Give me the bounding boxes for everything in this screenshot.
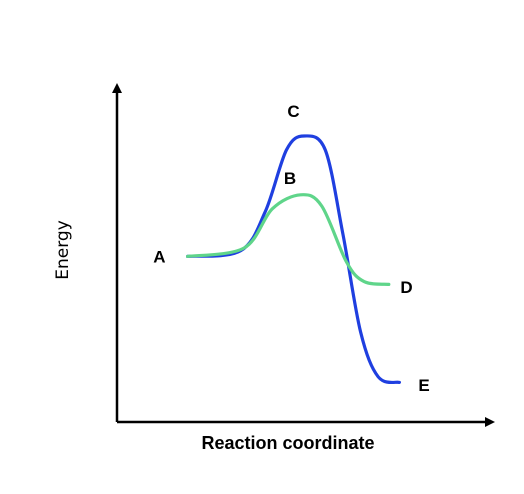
point-label-d: D <box>400 278 412 297</box>
series-line-2 <box>186 193 391 286</box>
y-axis-label: Energy <box>53 220 73 280</box>
series-layer <box>186 134 401 385</box>
point-label-a: A <box>153 247 165 266</box>
point-label-b: B <box>284 169 296 188</box>
series-line-1 <box>186 134 401 385</box>
point-label-e: E <box>418 376 429 395</box>
point-label-c: C <box>287 102 299 121</box>
annotation-layer: A C B D E <box>153 102 430 395</box>
x-axis-label: Reaction coordinate <box>201 433 374 453</box>
